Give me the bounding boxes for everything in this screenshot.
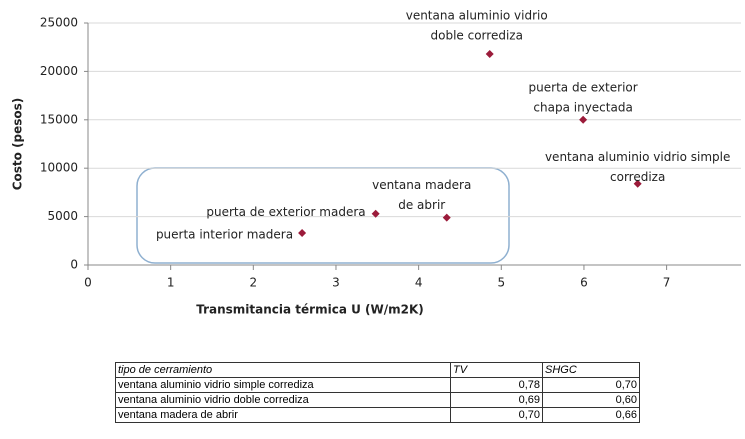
y-tick-label: 25000: [40, 16, 78, 30]
table-cell: 0,66: [542, 407, 640, 423]
point: [442, 213, 451, 222]
y-tick-label: 5000: [47, 209, 78, 223]
table-header: TV: [450, 362, 543, 378]
point-label: puerta de exterior madera: [206, 205, 365, 219]
point: [485, 49, 494, 58]
x-tick-label: 5: [497, 276, 505, 290]
x-tick-label: 6: [580, 276, 588, 290]
chart: Transmitancia térmica U (W/m2K) Costo (p…: [11, 8, 741, 317]
table-cell: 0,70: [450, 407, 543, 423]
x-axis-label: Transmitancia térmica U (W/m2K): [196, 303, 424, 317]
table-cell: 0,70: [542, 377, 640, 393]
table-cell: ventana aluminio vidrio simple corrediza: [115, 377, 451, 393]
table-cell: 0,60: [542, 392, 640, 408]
point: [298, 229, 307, 238]
point-label: chapa inyectada: [533, 100, 632, 114]
x-tick-label: 4: [415, 276, 423, 290]
point-label: puerta interior madera: [156, 228, 293, 242]
point-label: ventana aluminio vidrio simple: [545, 150, 730, 164]
x-tick-label: 2: [249, 276, 257, 290]
table-header: tipo de cerramiento: [115, 362, 451, 378]
point-label: ventana aluminio vidrio: [406, 8, 548, 22]
point: [579, 115, 588, 124]
y-tick-label: 20000: [40, 64, 78, 78]
point: [371, 209, 380, 218]
point-label: ventana madera: [372, 178, 471, 192]
table-cell: ventana aluminio vidrio doble corrediza: [115, 392, 451, 408]
point-label: puerta de exterior: [529, 80, 638, 94]
y-tick-label: 0: [70, 258, 78, 272]
point-label: doble corrediza: [431, 28, 523, 42]
properties-table: tipo de cerramiento TV SHGC ventana alumin…: [115, 362, 640, 423]
table-cell: 0,69: [450, 392, 543, 408]
x-tick-label: 3: [332, 276, 340, 290]
y-tick-label: 10000: [40, 161, 78, 175]
point-label: corrediza: [610, 170, 665, 184]
y-axis-label: Costo (pesos): [11, 98, 25, 191]
x-tick-label: 7: [663, 276, 671, 290]
x-tick-label: 1: [167, 276, 175, 290]
table-cell: ventana madera de abrir: [115, 407, 451, 423]
y-tick-label: 15000: [40, 112, 78, 126]
table-header: SHGC: [542, 362, 640, 378]
point-label: de abrir: [398, 198, 445, 212]
point: [633, 179, 642, 188]
table-cell: 0,78: [450, 377, 543, 393]
x-tick-label: 0: [84, 276, 92, 290]
